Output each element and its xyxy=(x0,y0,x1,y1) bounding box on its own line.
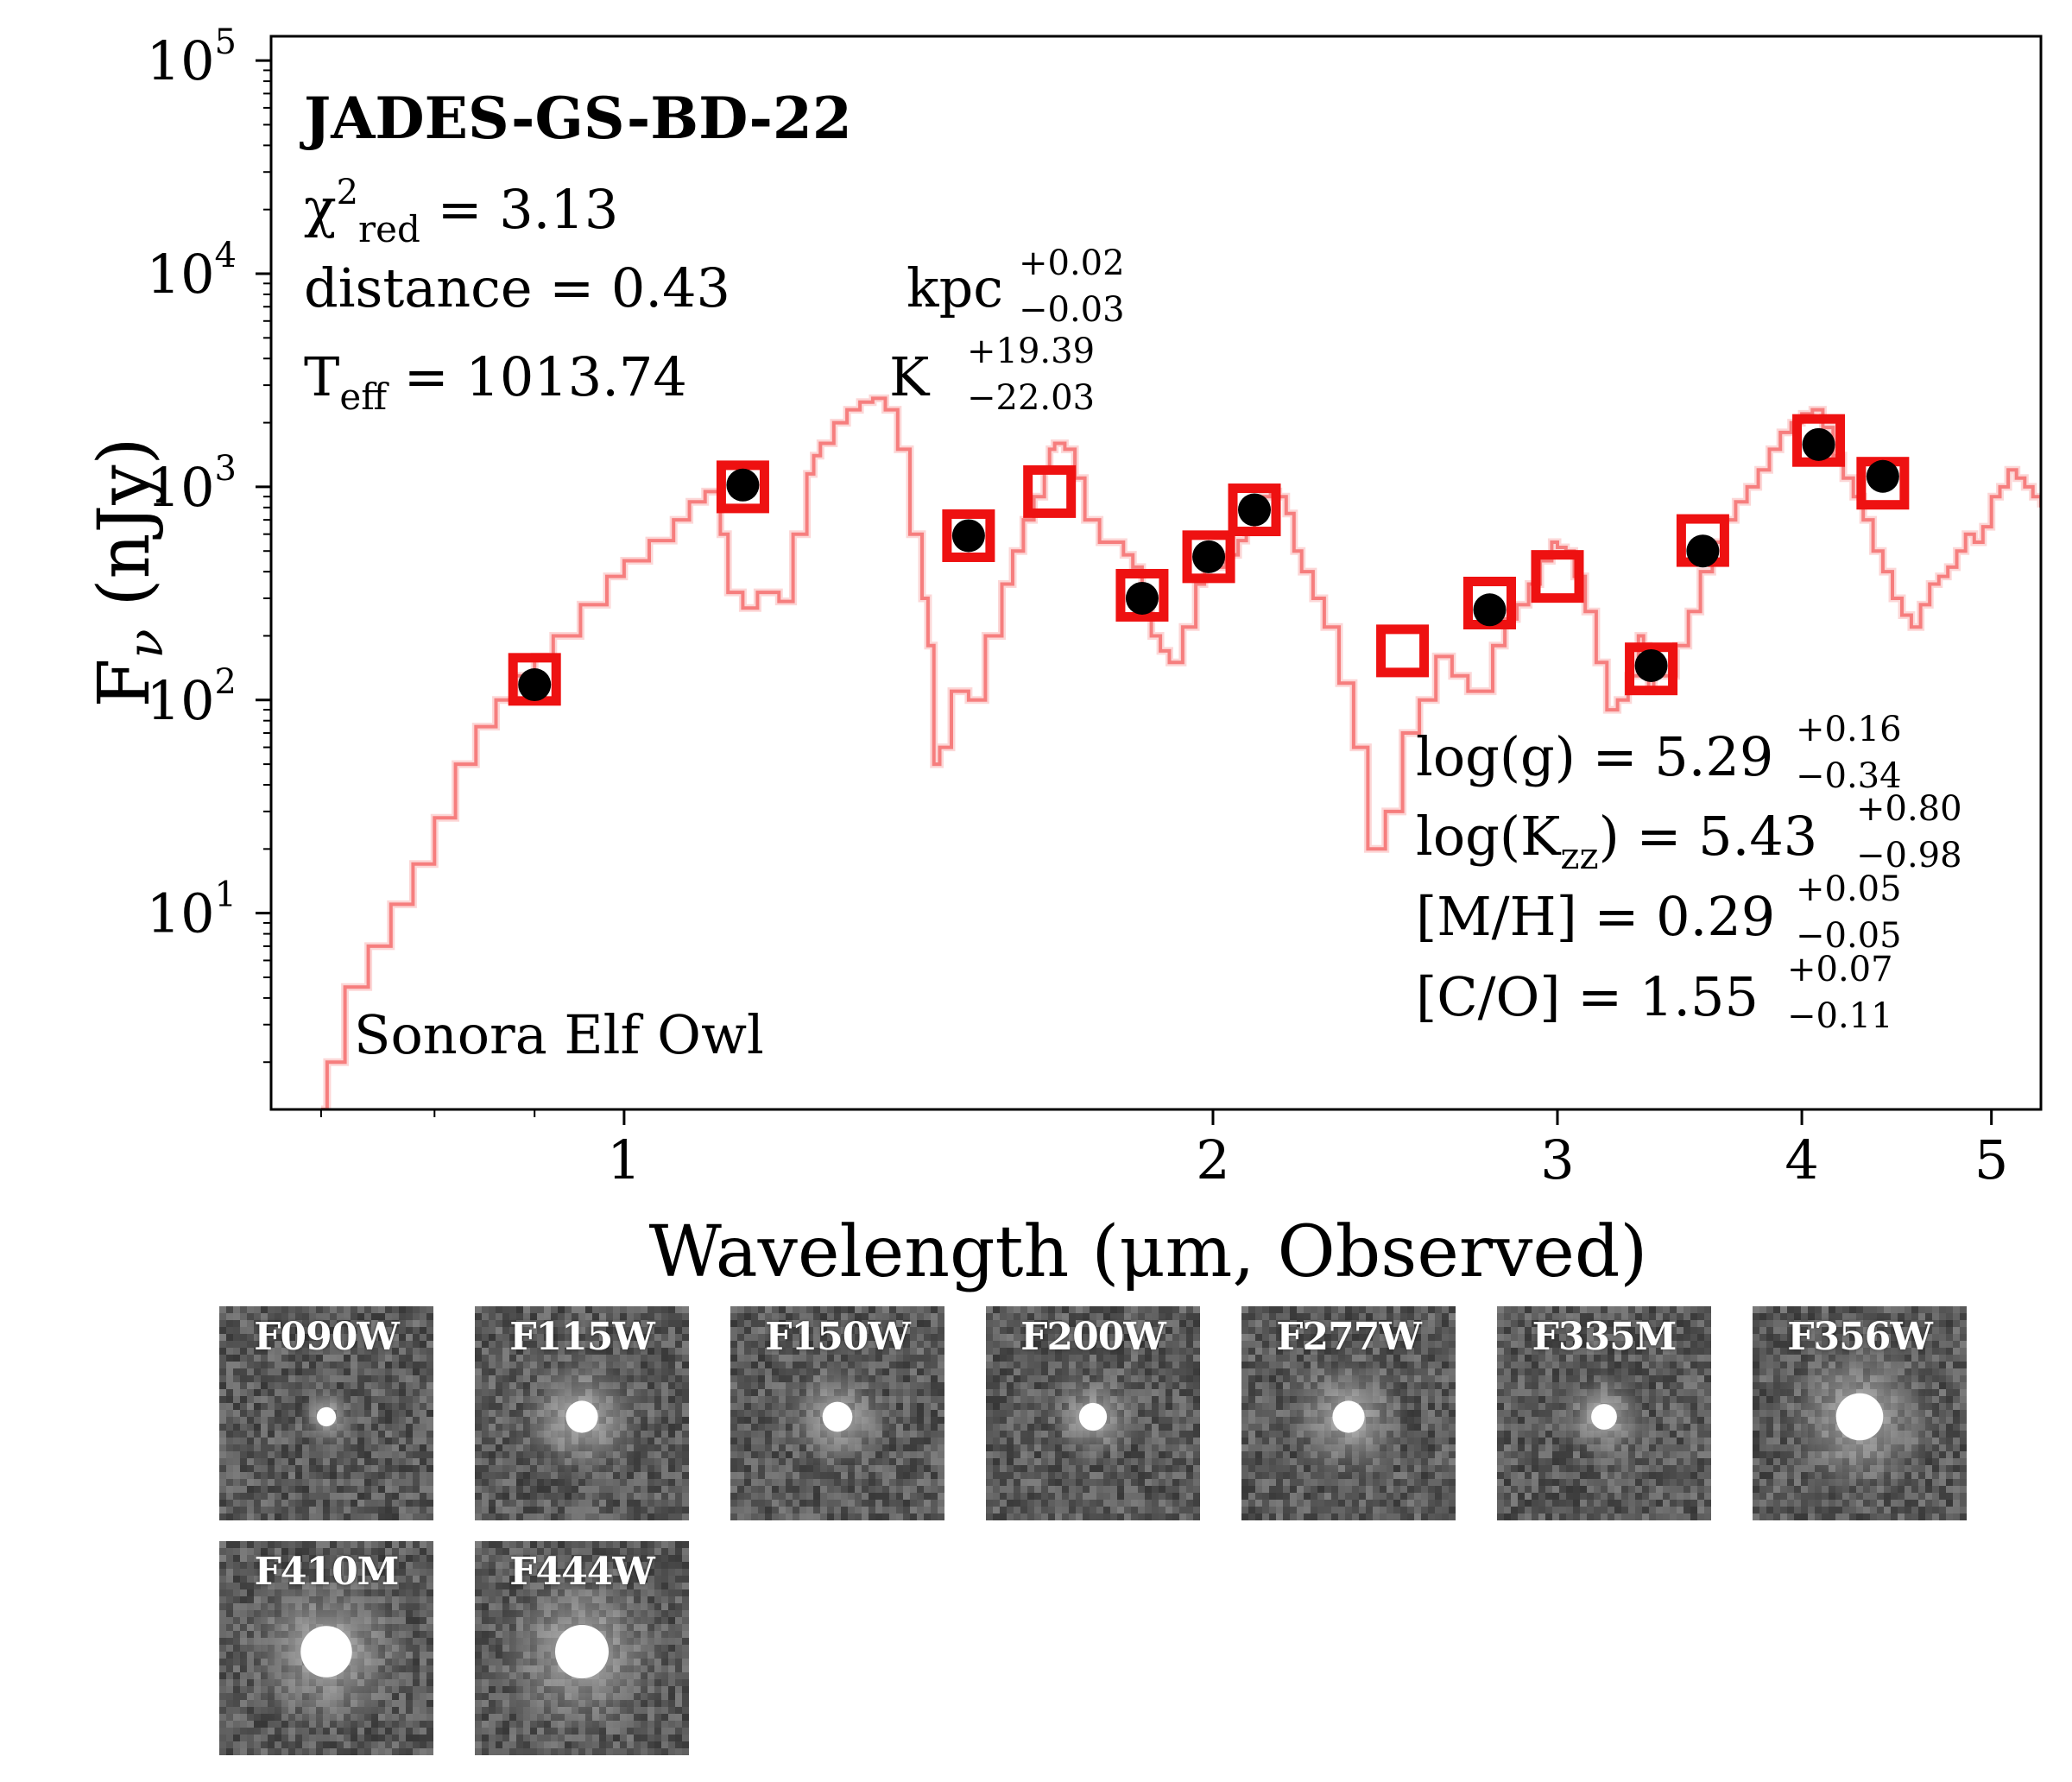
logkzz-err-upper: +0.80 xyxy=(1856,789,1962,829)
cutout-f356w: F356W xyxy=(1753,1306,1967,1520)
cutout-image xyxy=(475,1306,689,1520)
model-photometry-marker xyxy=(1182,530,1235,584)
cutout-image xyxy=(475,1541,689,1755)
teff-err-upper: +19.39 xyxy=(967,332,1095,371)
cutout-f277w: F277W xyxy=(1241,1306,1456,1520)
model-photometry-marker xyxy=(1023,464,1077,518)
logg-err-upper: +0.16 xyxy=(1796,710,1902,749)
cutout-filter-label: F356W xyxy=(1787,1315,1933,1359)
observed-photometry-point xyxy=(1237,493,1271,527)
cutout-filter-label: F150W xyxy=(765,1315,911,1359)
y-tick-label: 104 xyxy=(147,236,237,306)
logkzz-err-lower: −0.98 xyxy=(1856,836,1962,875)
model-photometry-marker xyxy=(1115,568,1169,622)
cutout-filter-label: F277W xyxy=(1276,1315,1422,1359)
teff-err-lower: −22.03 xyxy=(967,378,1095,418)
model-photometry-marker xyxy=(1625,642,1678,696)
source-core xyxy=(300,1626,352,1678)
cutout-image xyxy=(730,1306,944,1520)
co-err-upper: +0.07 xyxy=(1787,950,1893,989)
observed-photometry-point xyxy=(1125,581,1159,615)
source-core xyxy=(822,1401,853,1432)
observed-photometry-point xyxy=(1866,459,1899,493)
observed-photometry-point xyxy=(1686,534,1720,568)
cutout-image xyxy=(219,1541,433,1755)
source-core xyxy=(1078,1402,1108,1431)
cutout-f115w: F115W xyxy=(475,1306,689,1520)
distance-err-lower: −0.03 xyxy=(1019,290,1125,330)
observed-photometry-point xyxy=(951,519,985,553)
cutout-f410m: F410M xyxy=(219,1541,433,1755)
logkzz-label: log(Kzz) = 5.43 xyxy=(1416,805,1817,877)
y-axis-label: Fν (nJy) xyxy=(84,437,174,707)
x-tick-label: 4 xyxy=(1785,1128,1818,1191)
cutout-f090w: F090W xyxy=(219,1306,433,1520)
logg-err-lower: −0.34 xyxy=(1796,756,1902,796)
source-core xyxy=(565,1400,598,1433)
observed-photometry-point xyxy=(726,468,760,502)
y-tick-label: 101 xyxy=(147,875,237,945)
model-photometry-marker xyxy=(716,460,769,514)
model-spectrum xyxy=(320,396,2041,1109)
model-photometry-marker xyxy=(1792,414,1846,467)
cutout-f200w: F200W xyxy=(986,1306,1200,1520)
x-tick-label: 1 xyxy=(607,1128,641,1191)
co-label: [C/O] = 1.55 xyxy=(1416,965,1759,1028)
observed-photometry-point xyxy=(518,668,552,702)
cutout-f335m: F335M xyxy=(1497,1306,1711,1520)
x-axis-label: Wavelength (μm, Observed) xyxy=(649,1211,1648,1293)
observed-photometry-point xyxy=(1802,427,1835,461)
source-core xyxy=(1835,1393,1884,1441)
model-photometry-marker xyxy=(1376,624,1430,678)
observed-photometry-point xyxy=(1473,593,1507,627)
x-tick-label: 3 xyxy=(1540,1128,1574,1191)
mh-err-lower: −0.05 xyxy=(1796,916,1902,956)
cutout-image xyxy=(1241,1306,1456,1520)
model-photometry-marker xyxy=(1531,550,1584,603)
source-core xyxy=(555,1625,609,1678)
x-tick-label: 5 xyxy=(1974,1128,2008,1191)
cutout-image xyxy=(1497,1306,1711,1520)
distance-unit: kpc xyxy=(906,256,1003,319)
plot-frame xyxy=(269,35,2043,1111)
model-spectrum-line xyxy=(320,394,2041,1109)
photometry-markers xyxy=(508,414,1910,706)
mh-err-upper: +0.05 xyxy=(1796,869,1902,909)
co-err-lower: −0.11 xyxy=(1787,996,1893,1036)
distance-err-upper: +0.02 xyxy=(1019,243,1125,283)
x-tick-label: 2 xyxy=(1196,1128,1229,1191)
cutout-filter-label: F335M xyxy=(1532,1315,1677,1359)
logg-label: log(g) = 5.29 xyxy=(1416,725,1773,788)
source-core xyxy=(316,1406,337,1427)
distance-label: distance = 0.43 xyxy=(304,256,730,319)
cutout-image xyxy=(219,1306,433,1520)
cutout-filter-label: F410M xyxy=(254,1550,400,1594)
teff-label: Teff = 1013.74 xyxy=(304,345,687,418)
model-photometry-marker xyxy=(1228,483,1281,537)
source-core xyxy=(1591,1404,1617,1430)
source-core xyxy=(1332,1400,1365,1433)
cutout-image xyxy=(986,1306,1200,1520)
teff-unit: K xyxy=(889,345,931,408)
cutout-f150w: F150W xyxy=(730,1306,944,1520)
chart-title: JADES-GS-BD-22 xyxy=(300,85,852,152)
cutout-filter-label: F090W xyxy=(254,1315,400,1359)
model-photometry-marker xyxy=(942,509,995,562)
chi2-label: χ2red = 3.13 xyxy=(304,173,618,250)
cutout-filter-label: F115W xyxy=(509,1315,655,1359)
observed-photometry-point xyxy=(1634,648,1668,682)
cutout-filter-label: F444W xyxy=(509,1550,655,1594)
mh-label: [M/H] = 0.29 xyxy=(1416,885,1775,948)
observed-photometry-point xyxy=(1192,540,1226,573)
y-tick-label: 105 xyxy=(147,22,237,92)
cutout-f444w: F444W xyxy=(475,1541,689,1755)
cutout-image xyxy=(1753,1306,1967,1520)
model-label: Sonora Elf Owl xyxy=(354,1003,764,1066)
cutout-filter-label: F200W xyxy=(1020,1315,1166,1359)
